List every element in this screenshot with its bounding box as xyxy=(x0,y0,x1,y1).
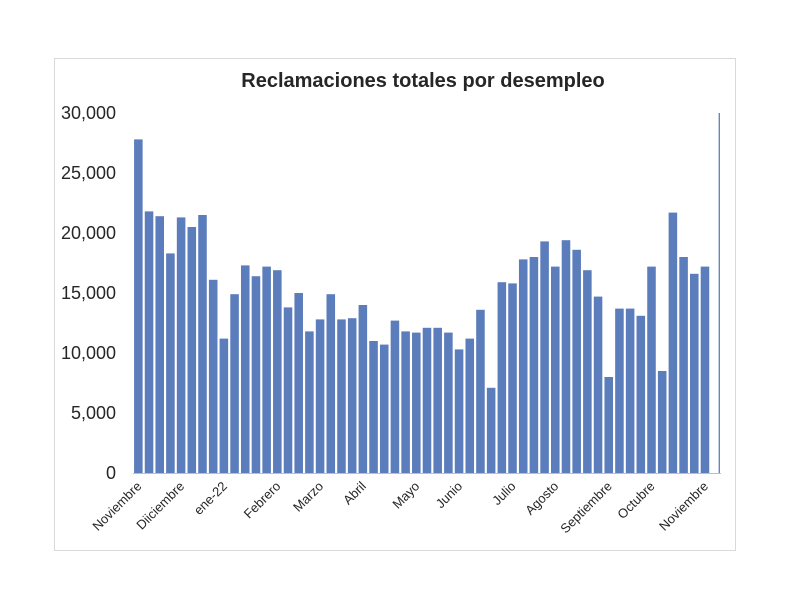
bar xyxy=(134,139,143,473)
bar xyxy=(166,253,175,473)
bar xyxy=(625,308,635,473)
bar xyxy=(593,296,603,473)
bar xyxy=(454,349,464,473)
x-tick-label: Junio xyxy=(433,479,466,512)
y-tick-label: 5,000 xyxy=(71,403,116,423)
x-tick-label: Mayo xyxy=(389,479,422,512)
bar xyxy=(508,283,517,473)
bar xyxy=(390,320,400,473)
bar xyxy=(251,276,261,473)
y-tick-label: 25,000 xyxy=(61,163,116,183)
bar xyxy=(240,265,250,473)
bar xyxy=(155,216,164,473)
bar xyxy=(337,319,346,473)
x-tick-label: Septiembre xyxy=(557,479,615,537)
y-tick-label: 15,000 xyxy=(61,283,116,303)
bar xyxy=(262,266,271,473)
bar xyxy=(647,266,656,473)
bar xyxy=(497,282,507,473)
chart-title: Reclamaciones totales por desempleo xyxy=(241,70,605,92)
bar xyxy=(369,341,378,473)
x-tick-label: Febrero xyxy=(241,479,284,522)
bar xyxy=(187,227,197,473)
bar xyxy=(718,113,720,473)
bar xyxy=(433,327,442,473)
y-tick-label: 20,000 xyxy=(61,223,116,243)
bar xyxy=(679,257,688,473)
y-tick-label: 30,000 xyxy=(61,103,116,123)
bar xyxy=(604,377,614,473)
bar xyxy=(551,266,560,473)
bar xyxy=(198,215,207,473)
x-tick-label: ene-22 xyxy=(191,479,230,518)
x-tick-label: Marzo xyxy=(290,479,326,515)
bar xyxy=(561,240,571,473)
y-axis-tick-labels: 0 5,000 10,000 15,000 20,000 25,000 30,000 xyxy=(61,103,116,483)
bar xyxy=(486,387,496,473)
bar xyxy=(412,332,421,473)
bar xyxy=(518,259,528,473)
bar-series xyxy=(134,113,720,473)
bar xyxy=(379,344,389,473)
bar xyxy=(572,249,581,473)
y-tick-label: 0 xyxy=(106,463,116,483)
bar xyxy=(422,327,432,473)
bar xyxy=(358,305,368,473)
x-tick-label: Abril xyxy=(340,478,369,507)
x-tick-label: Octubre xyxy=(614,479,657,522)
bar xyxy=(294,293,303,473)
x-tick-label: Agosto xyxy=(522,479,561,518)
bar xyxy=(219,338,229,473)
bar xyxy=(230,294,239,473)
bar xyxy=(326,294,336,473)
bar xyxy=(583,270,592,473)
bar xyxy=(465,338,475,473)
bar xyxy=(690,273,699,473)
y-tick-label: 10,000 xyxy=(61,343,116,363)
bar xyxy=(401,331,410,473)
bar xyxy=(283,307,293,473)
x-tick-label: Julio xyxy=(489,479,519,509)
bar xyxy=(208,279,218,473)
bar xyxy=(668,212,678,473)
bar xyxy=(529,257,539,473)
bar xyxy=(615,308,624,473)
bar xyxy=(444,332,453,473)
bar xyxy=(347,318,357,473)
bar xyxy=(636,315,646,473)
bar xyxy=(657,371,667,473)
bar xyxy=(540,241,549,473)
bar xyxy=(144,211,154,473)
bar xyxy=(700,266,710,473)
bar xyxy=(305,331,314,473)
bar xyxy=(476,309,485,473)
x-tick-label: Noviembre xyxy=(656,479,711,534)
bar xyxy=(315,319,325,473)
bar xyxy=(273,270,282,473)
bar xyxy=(176,217,186,473)
